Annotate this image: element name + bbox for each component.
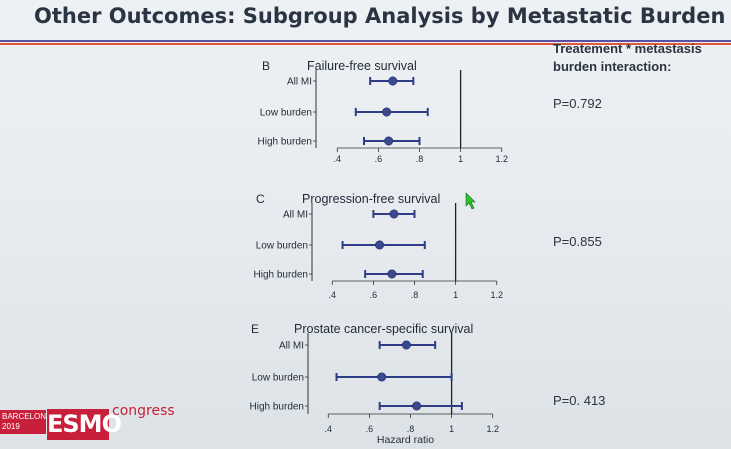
panel-b-point-estimate xyxy=(384,136,394,146)
panel-c-x-tick-label: .6 xyxy=(370,290,378,300)
panel-c-x-tick-label: .8 xyxy=(411,290,419,300)
panel-e-row-label: Low burden xyxy=(252,373,304,384)
p-value-failure-free: P=0.792 xyxy=(553,96,602,111)
panel-b-row-label: High burden xyxy=(258,137,312,148)
panel-c-row-label: All MI xyxy=(283,210,308,221)
panel-e-row-label: High burden xyxy=(250,402,304,413)
panel-b-x-tick-label: .6 xyxy=(375,154,383,164)
logo-city-year: 2019 xyxy=(2,422,20,431)
panel-b-letter: B xyxy=(262,59,270,73)
logo-congress: congress xyxy=(112,403,175,419)
panel-b-row-label: Low burden xyxy=(260,108,312,119)
p-value-progression-free: P=0.855 xyxy=(553,234,602,249)
mouse-cursor-icon xyxy=(465,192,476,210)
panel-c-point-estimate xyxy=(387,269,397,279)
panel-b-point-estimate xyxy=(388,76,398,86)
panel-c-title: Progression-free survival xyxy=(302,192,440,206)
p-value-cancer-specific: P=0. 413 xyxy=(553,393,606,408)
panel-e-point-estimate xyxy=(412,401,422,411)
panel-b-point-estimate xyxy=(382,107,392,117)
panel-c-row-label: High burden xyxy=(254,270,308,281)
panel-e-letter: E xyxy=(251,322,259,336)
panel-b-x-tick-label: 1 xyxy=(458,154,463,164)
panel-b-x-tick-label: .4 xyxy=(334,154,342,164)
logo-brand: ESMO xyxy=(47,409,122,440)
panel-c-x-tick-label: .4 xyxy=(329,290,337,300)
interaction-header-line-2: burden interaction: xyxy=(553,59,672,74)
panel-b-x-tick-label: .8 xyxy=(416,154,424,164)
panel-e-row-label: All MI xyxy=(279,341,304,352)
panel-e-x-tick-label: 1 xyxy=(449,424,454,434)
logo-city: BARCELONA 2019 xyxy=(0,410,52,434)
panel-e-point-estimate xyxy=(377,372,387,382)
panel-c-letter: C xyxy=(256,192,265,206)
panel-e-x-tick-label: .4 xyxy=(325,424,333,434)
panel-c-row-label: Low burden xyxy=(256,241,308,252)
panel-c-x-tick-label: 1.2 xyxy=(490,290,503,300)
panel-b-title: Failure-free survival xyxy=(307,59,417,73)
panel-e-x-tick-label: 1.2 xyxy=(486,424,499,434)
panel-e-x-tick-label: .6 xyxy=(366,424,374,434)
esmo-logo: BARCELONA 2019 ESMO congress xyxy=(0,403,180,445)
panel-e-x-tick-label: .8 xyxy=(407,424,415,434)
panel-b-x-tick-label: 1.2 xyxy=(495,154,508,164)
panel-c-point-estimate xyxy=(389,209,399,219)
interaction-header: Treatement * metastasis burden interacti… xyxy=(553,40,702,76)
slide-title: Other Outcomes: Subgroup Analysis by Met… xyxy=(34,4,726,28)
title-divider xyxy=(0,40,731,45)
panel-c-x-tick-label: 1 xyxy=(453,290,458,300)
logo-city-name: BARCELONA xyxy=(2,412,52,421)
interaction-header-line-1: Treatement * metastasis xyxy=(553,41,702,56)
panel-b-row-label: All MI xyxy=(287,77,312,88)
panel-e-title: Prostate cancer-specific survival xyxy=(294,322,473,336)
panel-e-x-label: Hazard ratio xyxy=(377,434,434,446)
panel-e-point-estimate xyxy=(401,340,411,350)
panel-c-point-estimate xyxy=(375,240,385,250)
